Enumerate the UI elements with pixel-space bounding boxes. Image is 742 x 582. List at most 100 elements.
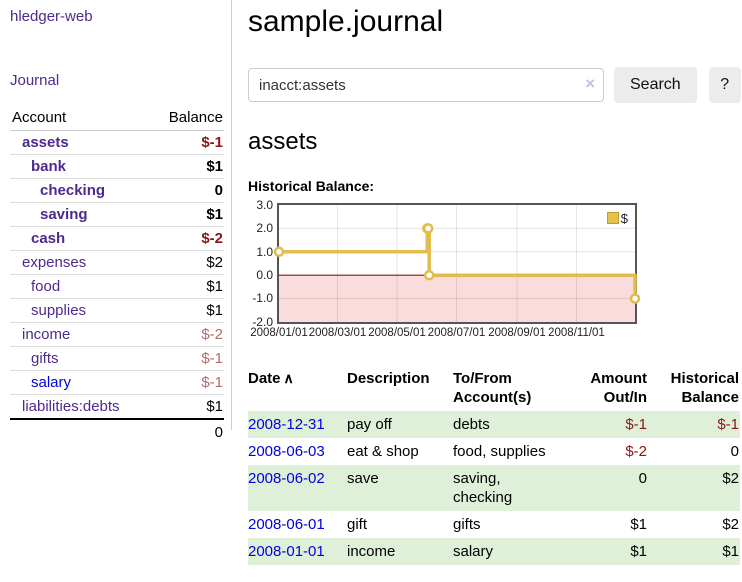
register-description: income bbox=[347, 537, 453, 565]
search-form: × Search ? bbox=[248, 67, 741, 103]
register-accounts: gifts bbox=[453, 515, 481, 533]
register-description: save bbox=[347, 464, 453, 511]
description-column-header: Description bbox=[347, 369, 430, 387]
y-axis-tick-label: 0.0 bbox=[256, 267, 273, 282]
register-amount: $-2 bbox=[625, 442, 647, 460]
register-accounts: debts bbox=[453, 410, 562, 438]
account-link[interactable]: assets bbox=[22, 134, 69, 151]
account-row: liabilities:debts $1 bbox=[10, 394, 224, 420]
chart-plot-area[interactable]: $ bbox=[273, 202, 641, 324]
register-table: Date ∧ Description To/From Account(s) Amou… bbox=[248, 365, 740, 565]
register-balance: 0 bbox=[730, 442, 739, 460]
register-date-link[interactable]: 2008-06-03 bbox=[248, 442, 325, 460]
help-button[interactable]: ? bbox=[708, 67, 741, 103]
balance-column-header: Balance bbox=[150, 106, 224, 131]
account-balance: $1 bbox=[150, 394, 224, 420]
page-title: sample.journal bbox=[248, 5, 444, 38]
amount-column-header: Amount Out/In bbox=[590, 369, 647, 406]
account-link[interactable]: cash bbox=[31, 230, 66, 247]
account-link[interactable]: checking bbox=[40, 182, 106, 199]
balance-column-header-main: Historical Balance bbox=[670, 369, 739, 406]
accounts-total-value: 0 bbox=[150, 418, 224, 444]
x-axis-tick-label: 2008/01/01 bbox=[250, 326, 308, 339]
account-row: assets $-1 bbox=[10, 130, 224, 155]
account-link[interactable]: bank bbox=[31, 158, 67, 175]
account-balance: $1 bbox=[150, 202, 224, 227]
register-row: 2008-12-31 pay off debts $-1 $-1 bbox=[248, 410, 740, 438]
historical-balance-chart: $ 3.0 2.0 1.0 0.0 -1.0 -2.0 2008/01/01 2008/03/… bbox=[248, 199, 741, 345]
account-row: supplies $1 bbox=[10, 298, 224, 323]
chart-legend: $ bbox=[604, 209, 630, 227]
register-description: eat & shop bbox=[347, 442, 419, 460]
register-accounts: saving, checking bbox=[453, 464, 562, 511]
accounts-table: Account Balance assets $-1 bank $1 checking 0… bbox=[10, 106, 224, 444]
register-row: 2008-06-02 save saving, checking 0 $2 bbox=[248, 464, 740, 511]
chart-title: Historical Balance: bbox=[248, 177, 375, 194]
register-amount: $1 bbox=[630, 515, 647, 533]
register-amount: 0 bbox=[562, 464, 648, 511]
account-balance: $2 bbox=[150, 250, 224, 275]
register-date-link[interactable]: 2008-06-01 bbox=[248, 515, 325, 533]
legend-label: $ bbox=[620, 210, 628, 226]
account-balance: $1 bbox=[150, 154, 224, 179]
y-axis-tick-label: 1.0 bbox=[256, 244, 273, 259]
account-link[interactable]: gifts bbox=[31, 350, 59, 367]
account-balance: $-1 bbox=[150, 370, 224, 395]
register-balance: $2 bbox=[722, 515, 739, 533]
app-title-link[interactable]: hledger-web bbox=[10, 8, 93, 25]
account-row: bank $1 bbox=[10, 154, 224, 179]
search-input[interactable] bbox=[248, 68, 604, 102]
account-link[interactable]: liabilities:debts bbox=[22, 398, 120, 415]
accounts-column-header-main: To/From Account(s) bbox=[453, 369, 532, 406]
sidebar: hledger-web Journal Account Balance asse… bbox=[0, 0, 232, 444]
register-description: pay off bbox=[347, 410, 453, 438]
account-row: saving $1 bbox=[10, 202, 224, 227]
account-row: checking 0 bbox=[10, 178, 224, 203]
accounts-table-header: Account Balance bbox=[10, 106, 224, 131]
account-heading: assets bbox=[248, 128, 318, 155]
sidebar-item-journal[interactable]: Journal bbox=[10, 72, 60, 89]
account-row: cash $-2 bbox=[10, 226, 224, 251]
account-balance: $-2 bbox=[150, 322, 224, 347]
register-date-link[interactable]: 2008-12-31 bbox=[248, 415, 325, 433]
account-balance: $-1 bbox=[150, 130, 224, 155]
register-amount: $-1 bbox=[562, 410, 648, 438]
account-balance: $1 bbox=[150, 274, 224, 299]
account-link[interactable]: expenses bbox=[22, 254, 87, 271]
register-row: 2008-06-03 eat & shop food, supplies $-2 0 bbox=[248, 438, 740, 465]
account-balance: $1 bbox=[150, 298, 224, 323]
x-axis-tick-label: 2008/11/01 bbox=[548, 326, 605, 339]
legend-swatch-icon bbox=[606, 212, 619, 225]
date-column-header[interactable]: Date ∧ bbox=[248, 369, 294, 387]
account-link[interactable]: saving bbox=[40, 206, 88, 223]
register-date-link[interactable]: 2008-01-01 bbox=[248, 542, 325, 560]
account-balance: $-2 bbox=[150, 226, 224, 251]
hledger-web-app: hledger-web Journal Account Balance asse… bbox=[0, 0, 741, 565]
y-axis-tick-label: 3.0 bbox=[256, 197, 273, 212]
y-axis-tick-label: -2.0 bbox=[252, 314, 273, 329]
x-axis-tick-label: 2008/09/01 bbox=[488, 326, 546, 339]
register-description: gift bbox=[347, 515, 368, 533]
account-balance: $-1 bbox=[150, 346, 224, 371]
search-box: × bbox=[248, 68, 604, 102]
register-balance: $2 bbox=[648, 464, 740, 511]
x-axis-tick-label: 2008/07/01 bbox=[427, 326, 486, 339]
register-accounts: food, supplies bbox=[453, 442, 546, 460]
account-row: income $-2 bbox=[10, 322, 224, 347]
account-link[interactable]: income bbox=[22, 326, 71, 343]
main-content: sample.journal × Search ? assets Histori… bbox=[232, 0, 741, 565]
account-row: food $1 bbox=[10, 274, 224, 299]
sort-ascending-icon: ∧ bbox=[283, 369, 294, 386]
search-button[interactable]: Search bbox=[614, 67, 697, 103]
clear-search-icon[interactable]: × bbox=[585, 74, 595, 93]
accounts-column-header: Account bbox=[10, 106, 151, 131]
account-link[interactable]: salary bbox=[31, 374, 72, 391]
register-row: 2008-01-01 income salary $1 $1 bbox=[248, 537, 740, 565]
register-header-row: Date ∧ Description To/From Account(s) Amou… bbox=[248, 365, 740, 411]
register-date-link[interactable]: 2008-06-02 bbox=[248, 469, 325, 487]
account-link[interactable]: food bbox=[31, 278, 61, 295]
account-link[interactable]: supplies bbox=[31, 302, 87, 319]
x-axis-tick-label: 2008/03/01 bbox=[308, 326, 367, 339]
register-amount: $1 bbox=[562, 537, 648, 565]
account-row: gifts $-1 bbox=[10, 346, 224, 371]
